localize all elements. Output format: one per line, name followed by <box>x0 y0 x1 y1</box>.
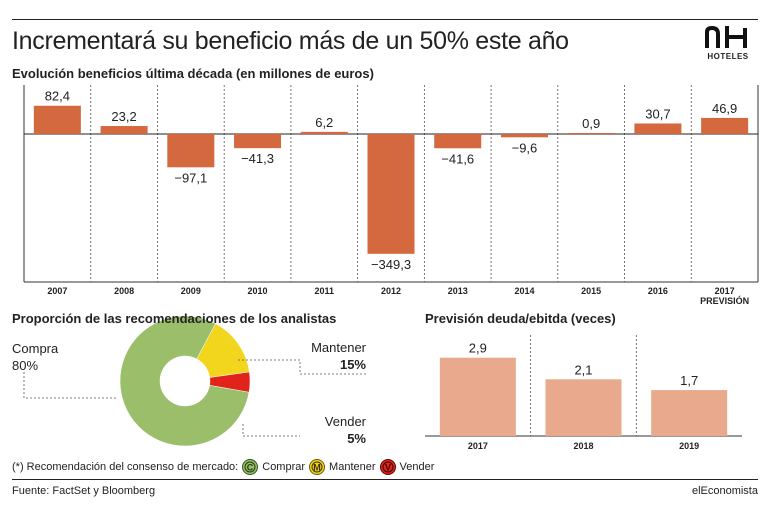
profit-bar <box>701 117 749 134</box>
vender-leader-line <box>242 424 300 437</box>
debt-year-label: 2019 <box>679 441 699 451</box>
profit-value-label: −349,3 <box>371 257 411 272</box>
profit-bar <box>567 133 615 134</box>
profit-year-label: 2014 <box>514 286 534 296</box>
mantener-leader-line <box>238 359 366 375</box>
svg-text:V: V <box>385 463 391 473</box>
profit-year-label: 2012 <box>381 286 401 296</box>
debt-value-label: 1,7 <box>680 373 698 388</box>
pie-slice-compra <box>119 315 250 447</box>
debt-chart-title: Previsión deuda/ebitda (veces) <box>425 311 616 326</box>
logo-text: HOTELES <box>707 52 749 61</box>
compra-label: Compra <box>12 341 59 356</box>
profit-value-label: 6,2 <box>315 115 333 130</box>
profit-year-label: 2015 <box>581 286 601 296</box>
profit-value-label: −41,3 <box>241 151 274 166</box>
profit-value-label: 82,4 <box>45 89 70 104</box>
debt-value-label: 2,1 <box>574 362 592 377</box>
footnote-text: (*) Recomendación del consenso de mercad… <box>12 461 239 473</box>
vender-footnote-label: Vender <box>399 461 435 473</box>
profit-bar <box>500 134 548 138</box>
compra-value: 80% <box>12 358 39 373</box>
profit-year-label: 2010 <box>248 286 268 296</box>
profit-bar <box>300 131 348 134</box>
mantener-label: Mantener <box>311 340 366 355</box>
profit-year-label: 2007 <box>47 286 67 296</box>
comprar-badge-icon: C <box>242 459 259 475</box>
profit-value-label: 23,2 <box>111 109 136 124</box>
debt-bar <box>439 357 516 436</box>
debt-value-label: 2,9 <box>469 341 487 356</box>
profit-year-label: 2008 <box>114 286 134 296</box>
profit-year-label: 2017 <box>715 286 735 296</box>
vender-badge-icon: V <box>379 459 396 475</box>
profit-bar <box>33 105 81 134</box>
footnote: (*) Recomendación del consenso de mercad… <box>12 459 434 475</box>
profit-value-label: 30,7 <box>645 106 670 121</box>
profit-year-note: PREVISIÓN <box>700 295 749 306</box>
compra-leader-line <box>23 372 118 399</box>
svg-text:M: M <box>313 463 321 473</box>
debt-bar <box>545 379 622 436</box>
profit-bar <box>234 134 282 149</box>
profit-year-label: 2016 <box>648 286 668 296</box>
mantener-value: 15% <box>339 357 366 372</box>
profit-bar <box>167 134 215 168</box>
profit-bar <box>367 134 415 254</box>
bottom-rule <box>12 479 758 480</box>
debt-year-label: 2017 <box>468 441 488 451</box>
profit-bar <box>634 123 682 134</box>
source-note: Fuente: FactSet y Bloomberg <box>12 485 156 497</box>
debt-year-label: 2018 <box>573 441 593 451</box>
profit-chart-title: Evolución beneficios última década (en m… <box>12 66 374 81</box>
profit-year-label: 2009 <box>181 286 201 296</box>
comprar-label: Comprar <box>262 461 306 473</box>
vender-value: 5% <box>347 431 366 446</box>
profit-value-label: −9,6 <box>512 140 538 155</box>
profit-bar <box>100 126 148 134</box>
profit-year-label: 2011 <box>315 286 335 296</box>
nh-hoteles-logo: HOTELES <box>697 26 759 62</box>
vender-label: Vender <box>324 414 366 429</box>
profit-value-label: −41,6 <box>441 151 474 166</box>
profit-year-label: 2013 <box>448 286 468 296</box>
svg-text:C: C <box>247 463 254 473</box>
top-rule <box>12 19 758 20</box>
profit-value-label: 0,9 <box>582 116 600 131</box>
mantener-badge-icon: M <box>309 459 326 475</box>
profit-bar <box>434 134 482 149</box>
profit-value-label: 46,9 <box>712 101 737 116</box>
debt-bar <box>651 390 728 436</box>
mantener-footnote-label: Mantener <box>329 461 376 473</box>
profit-value-label: −97,1 <box>174 170 207 185</box>
nh-logo-mark <box>705 26 747 48</box>
publisher-brand: elEconomista <box>691 485 758 497</box>
pie-chart-title: Proporción de las recomendaciones de los… <box>12 311 337 326</box>
page-title: Incrementará su beneficio más de un 50% … <box>12 27 569 55</box>
